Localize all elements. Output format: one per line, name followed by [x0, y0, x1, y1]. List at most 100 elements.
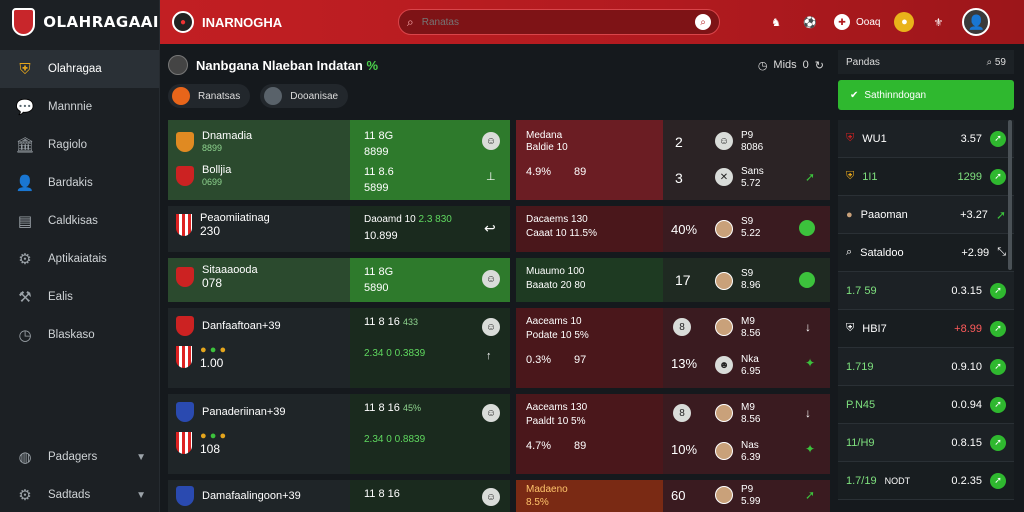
list-item[interactable]: ● Paaoman +3.27 ➚	[838, 196, 1014, 234]
list-item[interactable]: ⛨ WU1 3.57 ➚	[838, 120, 1014, 158]
search-input[interactable]	[421, 16, 687, 28]
player-avatar	[715, 404, 733, 422]
sidebar-item-label: Blaskaso	[48, 329, 95, 341]
filter-chip[interactable]: Ranatsas	[168, 84, 251, 108]
market-pct: 4.7%	[526, 440, 552, 452]
avatar[interactable]: 👤	[962, 8, 991, 36]
market-meta: Baaato 20 80	[526, 280, 586, 291]
list-item[interactable]: ⛨ 1I1 1299 ➚	[838, 158, 1014, 196]
bet-slip-panel: Pandas ⌕ 59 ✔ Sathinndogan ⛨ WU1 3.57 ➚ ⛨ 1I…	[838, 50, 1014, 512]
topbar-title: INARNOGHA	[202, 14, 283, 30]
odds-value: 11 8 16	[364, 488, 400, 500]
search-submit-icon[interactable]: ⌕	[695, 14, 711, 30]
chevron-down-icon: ▼	[136, 451, 146, 463]
table-row[interactable]: Panaderiinan+39 ● ● ● 108 11 8 16 45% 2.3…	[168, 394, 830, 474]
list-item[interactable]: 1.719 0.9.10 ➚	[838, 348, 1014, 386]
sidebar-item-ragiolo[interactable]: 🏛 Ragiolo	[0, 126, 159, 164]
settings-icon: ⚙	[18, 251, 32, 268]
list-item[interactable]: 11/H9 0.8.15 ➚	[838, 424, 1014, 462]
team-crest-icon	[176, 486, 194, 506]
list-item[interactable]: 1.7/19 NODT 0.2.35 ➚	[838, 462, 1014, 500]
odds-label: Daoamd 10 2.3 830	[364, 214, 452, 225]
odds-value: 11 8 16 433	[364, 316, 418, 328]
odds-value: 11 8 16 45%	[364, 402, 421, 414]
search-icon: ⌕	[846, 246, 853, 258]
list-item[interactable]: 1.7 59 0.3.15 ➚	[838, 272, 1014, 310]
coin-icon[interactable]: ●	[894, 12, 915, 32]
player-name: Nas	[741, 440, 759, 451]
sidebar-item-label: Padagers	[48, 451, 98, 463]
player-meta: 8.56	[741, 328, 761, 339]
add-icon[interactable]: ➚	[990, 130, 1006, 147]
filter-chip[interactable]: Dooanisae	[260, 84, 349, 108]
add-icon[interactable]: ➚	[990, 320, 1006, 337]
pin-icon[interactable]: ☺	[482, 404, 500, 422]
brand-logo[interactable]: OLAHRAGAAI	[0, 0, 159, 44]
odds-label: 2.34 0 0.3839	[364, 348, 426, 359]
building-icon: 🏛	[15, 137, 35, 154]
place-bet-button[interactable]: ✔ Sathinndogan	[838, 80, 1014, 110]
gear-icon: ⚙	[18, 487, 32, 504]
search-bar[interactable]: ⌕ ⌕	[398, 9, 720, 35]
add-icon[interactable]: ➚	[990, 168, 1006, 185]
list-item[interactable]: ⌕ Sataldoo +2.99 ⤡	[838, 234, 1014, 272]
pin-icon[interactable]: ☺	[482, 132, 500, 150]
player-name: M9	[741, 402, 755, 413]
odds-value: 11 8G	[364, 266, 394, 278]
pin-icon[interactable]: ☺	[482, 270, 500, 288]
expand-icon[interactable]: ⤡	[997, 246, 1006, 258]
pin-icon[interactable]: ☺	[482, 318, 500, 336]
list-item[interactable]: P.N45 0.0.94 ➚	[838, 386, 1014, 424]
medal-icon[interactable]: ⚜	[933, 16, 944, 29]
team-name: Sitaaaooda	[202, 264, 258, 276]
sidebar-item-ealis[interactable]: ⚒ Ealis	[0, 278, 159, 316]
sidebar-item-padagers[interactable]: ◍ Padagers ▼	[0, 438, 160, 476]
team-name: Panaderiinan+39	[202, 406, 286, 418]
scrollbar[interactable]	[1008, 120, 1012, 270]
table-row[interactable]: Dnamadia 8899 Bolljia 0699 11 8G 8899 11 8…	[168, 120, 830, 200]
link-icon[interactable]: ↩	[484, 220, 496, 236]
market-label: Dacaems 130	[526, 214, 588, 225]
soccer-ball-icon[interactable]: ⚽	[803, 16, 817, 29]
sidebar-item-bardakis[interactable]: 👤 Bardakis	[0, 164, 159, 202]
table-row[interactable]: Damafaalingoon+39 11 8 16 ☺ Madaeno 8.5%…	[168, 480, 830, 512]
team-badge-icon[interactable]: ♞	[771, 16, 781, 29]
add-icon[interactable]: ➚	[990, 396, 1006, 413]
player-avatar: ●	[846, 208, 853, 221]
refresh-icon[interactable]: ↻	[814, 59, 824, 72]
table-row[interactable]: Danfaaftoan+39 ● ● ● 1.00 11 8 16 433 2.3…	[168, 308, 830, 388]
sidebar-item-blaskaso[interactable]: ◷ Blaskaso	[0, 316, 159, 354]
score-badge: 8	[673, 318, 691, 336]
list-item[interactable]: ⛨ HBI7 +8.99 ➚	[838, 310, 1014, 348]
sidebar-item-sadtads[interactable]: ⚙ Sadtads ▼	[0, 476, 160, 512]
check-icon: ✔	[850, 89, 859, 101]
player-meta: 8086	[741, 142, 764, 153]
add-icon[interactable]: ➚	[990, 472, 1006, 489]
sidebar-item-mannnie[interactable]: 💬 Mannnie	[0, 88, 159, 126]
topbar-brand[interactable]: ● INARNOGHA	[160, 11, 398, 33]
sidebar-item-olahragaa[interactable]: ⛨ Olahragaa	[0, 50, 159, 88]
profile-icon	[168, 55, 188, 75]
arrow-up-icon[interactable]: ↑	[486, 350, 492, 362]
language-selector[interactable]: ✚ Ooaq	[834, 14, 880, 30]
lock-icon[interactable]: ⊥	[486, 171, 496, 183]
player-avatar: ☻	[715, 356, 733, 374]
chat-icon: 💬	[15, 99, 35, 116]
team-meta: 0699	[202, 177, 223, 187]
pin-icon[interactable]: ☺	[482, 488, 500, 506]
sidebar-item-aptikaiatais[interactable]: ⚙ Aptikaiatais	[0, 240, 159, 278]
market-value: 89	[574, 166, 587, 178]
add-icon[interactable]: ➚	[990, 434, 1006, 451]
pen-icon	[264, 87, 283, 105]
team-name: Dnamadia	[202, 130, 253, 142]
table-row[interactable]: Sitaaaooda 078 11 8G 5890 ☺ Muaumo 100 Ba…	[168, 258, 830, 302]
player-name: P9	[741, 130, 754, 141]
green-badge-icon	[799, 220, 815, 236]
table-row[interactable]: Peaomiiatinag 230 Daoamd 10 2.3 830 10.89…	[168, 206, 830, 252]
add-icon[interactable]: ➚	[990, 358, 1006, 375]
arrow-down-icon: ↓	[805, 406, 811, 420]
score-value: 17	[675, 272, 691, 288]
panel-tools[interactable]: ⌕ 59	[986, 56, 1006, 68]
add-icon[interactable]: ➚	[990, 282, 1006, 299]
sidebar-item-caldkisas[interactable]: ▤ Caldkisas	[0, 202, 159, 240]
